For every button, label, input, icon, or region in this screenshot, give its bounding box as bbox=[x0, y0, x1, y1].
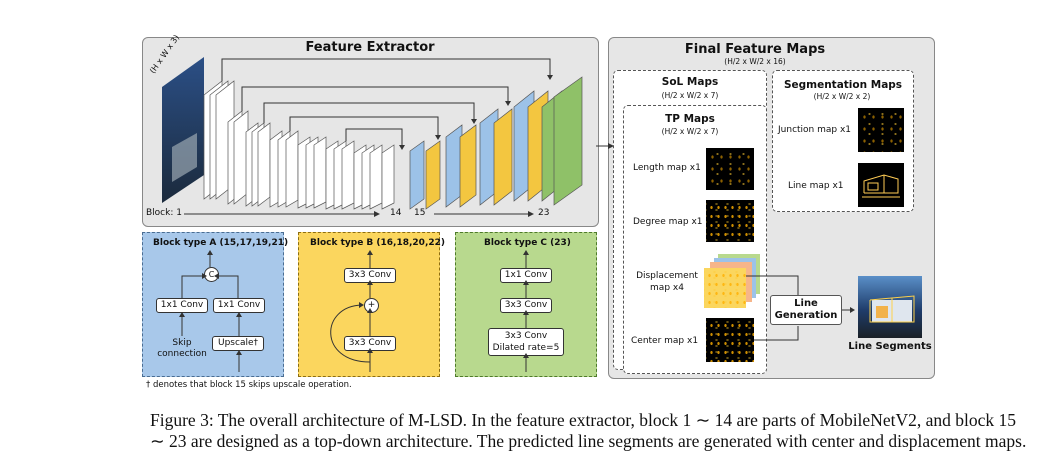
footnote: † denotes that block 15 skips upscale op… bbox=[146, 380, 352, 390]
line-map-label: Line map x1 bbox=[788, 181, 844, 191]
block-a-upscale: Upscale† bbox=[212, 336, 264, 351]
segmentation-maps-title: Segmentation Maps bbox=[783, 79, 903, 91]
block-axis-start-label: Block: 1 bbox=[146, 208, 182, 218]
block-c-conv3-line1: 3x3 Conv bbox=[504, 331, 548, 341]
segmentation-maps-dims: (H/2 x W/2 x 2) bbox=[813, 92, 871, 101]
block-type-b-title: Block type B (16,18,20,22) bbox=[310, 238, 446, 248]
line-generation-box: Line Generation bbox=[770, 295, 842, 325]
concat-symbol: C bbox=[208, 270, 215, 279]
block-a-conv-right: 1x1 Conv bbox=[213, 298, 265, 313]
block-axis-14-label: 14 bbox=[390, 208, 402, 218]
block-c-arrows bbox=[523, 250, 529, 372]
sol-maps-title: SoL Maps bbox=[661, 76, 719, 88]
feature-extractor-diagram bbox=[162, 57, 583, 217]
degree-map-image bbox=[706, 200, 754, 242]
extractor-to-maps-arrow bbox=[596, 143, 614, 149]
block-type-a-title: Block type A (15,17,19,21) bbox=[153, 238, 289, 248]
line-generation-line1: Line bbox=[794, 298, 818, 309]
junction-map-image bbox=[858, 108, 904, 152]
line-map-house-drawing bbox=[862, 174, 900, 198]
final-maps-title: Final Feature Maps bbox=[684, 42, 826, 57]
block-b-arrows bbox=[330, 250, 373, 372]
degree-map-label: Degree map x1 bbox=[633, 217, 703, 227]
feature-extractor-title: Feature Extractor bbox=[305, 40, 435, 55]
add-symbol: + bbox=[367, 300, 376, 310]
displacement-label-line1: Displacement bbox=[636, 271, 698, 281]
line-segments-house-drawing bbox=[869, 295, 915, 323]
line-map-image bbox=[858, 163, 904, 207]
block-c-conv3: 3x3 Conv Dilated rate=5 bbox=[488, 328, 564, 356]
line-segments-image bbox=[858, 276, 922, 338]
length-map-label: Length map x1 bbox=[633, 163, 701, 173]
input-image bbox=[162, 57, 204, 203]
line-generation-line2: Generation bbox=[774, 310, 838, 321]
block-a-arrows bbox=[179, 250, 242, 372]
block-c-conv3-line2: Dilated rate=5 bbox=[492, 343, 560, 353]
final-maps-dims: (H/2 x W/2 x 16) bbox=[724, 57, 786, 66]
figure-caption: Figure 3: The overall architecture of M-… bbox=[150, 410, 1027, 451]
displacement-label-line2: map x4 bbox=[650, 283, 684, 293]
displacement-map-image bbox=[704, 268, 746, 308]
line-segments-label: Line Segments bbox=[848, 341, 932, 352]
block-a-skip-label: Skip connection bbox=[157, 338, 207, 359]
junction-map-label: Junction map x1 bbox=[778, 125, 852, 135]
block-axis-15-label: 15 bbox=[414, 208, 426, 218]
center-map-label: Center map x1 bbox=[631, 336, 699, 346]
line-generation-connectors bbox=[746, 275, 855, 341]
center-map-image bbox=[706, 318, 754, 362]
sol-maps-dims: (H/2 x W/2 x 7) bbox=[661, 91, 719, 100]
displacement-map-label: Displacement map x4 bbox=[632, 270, 702, 294]
block-axis-23-label: 23 bbox=[538, 208, 550, 218]
tp-maps-title: TP Maps bbox=[665, 113, 715, 125]
tp-maps-dims: (H/2 x W/2 x 7) bbox=[661, 127, 719, 136]
length-map-image bbox=[706, 148, 754, 190]
block-type-c-title: Block type C (23) bbox=[484, 238, 571, 248]
